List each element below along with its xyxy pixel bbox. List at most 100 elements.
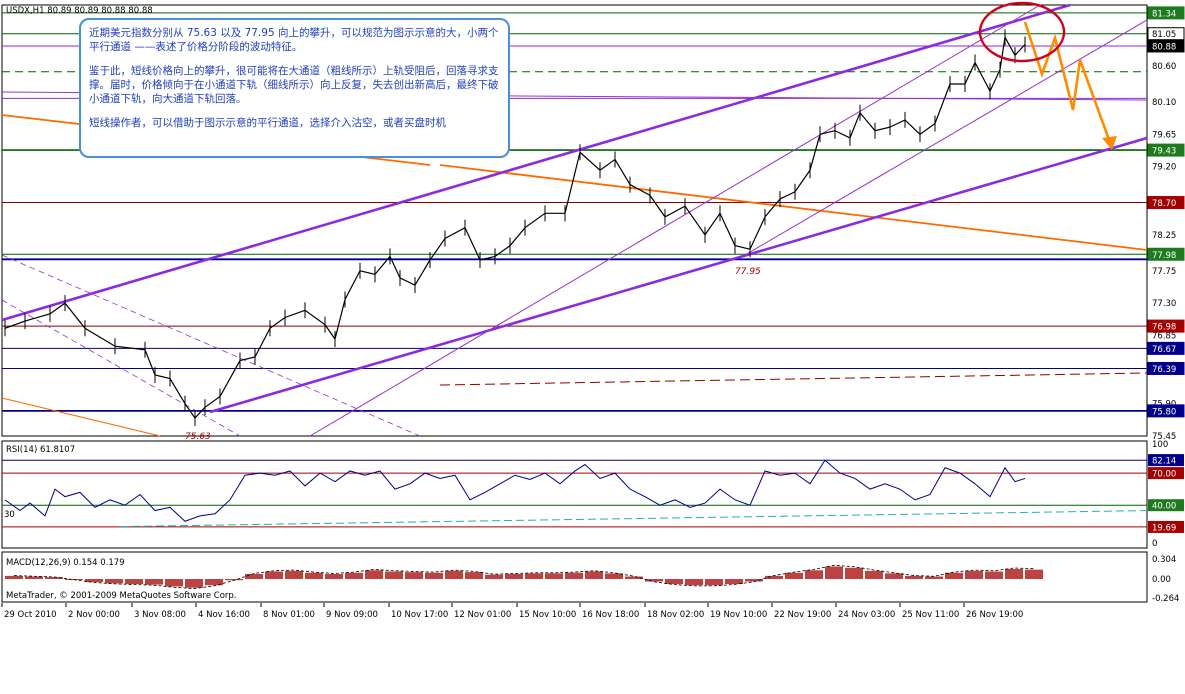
macd-bar <box>285 570 303 579</box>
x-tick-label: 12 Nov 01:00 <box>454 610 511 620</box>
x-tick-label: 22 Nov 19:00 <box>774 610 831 620</box>
macd-tick-label: 0.00 <box>1152 575 1171 585</box>
x-tick-label: 29 Oct 2010 <box>4 610 57 620</box>
price-tag <box>1147 404 1185 418</box>
macd-bar <box>865 570 883 579</box>
y-tick-label: 77.75 <box>1152 267 1176 277</box>
rsi-tag-label: 82.14 <box>1152 457 1176 467</box>
macd-bar <box>305 572 323 579</box>
x-tick-label: 24 Nov 03:00 <box>838 610 895 620</box>
macd-bar <box>625 576 643 579</box>
low-label-2: 77.95 <box>735 267 761 277</box>
x-tick-label: 8 Nov 01:00 <box>263 610 315 620</box>
big-channel-lower <box>209 136 1148 414</box>
rsi-label: RSI(14) 61.8107 <box>6 445 75 455</box>
macd-bar <box>525 573 543 579</box>
macd-bar <box>565 572 583 579</box>
macd-bar <box>345 572 363 579</box>
price-tag-label: 79.43 <box>1152 147 1176 157</box>
price-tag <box>1147 361 1185 375</box>
price-tag <box>1147 196 1185 210</box>
x-tick-label: 4 Nov 16:00 <box>198 610 250 620</box>
rsi-tag <box>1148 454 1184 467</box>
price-tag <box>1147 39 1185 53</box>
y-tick-label: 77.30 <box>1152 299 1176 309</box>
macd-bar <box>945 572 963 579</box>
x-tick-label: 18 Nov 02:00 <box>647 610 704 620</box>
y-tick-label: 79.20 <box>1152 163 1176 173</box>
resistance-circle <box>978 1 1066 63</box>
x-tick-label: 3 Nov 08:00 <box>134 610 186 620</box>
note-para-3: 短线操作者，可以借助于图示示意的平行通道，选择介入沽空，或者买盘时机 <box>89 117 446 129</box>
forecast-arrowhead <box>1102 136 1117 150</box>
macd-bar <box>25 576 43 579</box>
y-tick-label: 78.25 <box>1152 231 1176 241</box>
macd-bar <box>765 575 783 579</box>
trend-line <box>1 397 161 437</box>
macd-bar <box>185 579 203 588</box>
macd-bar <box>385 571 403 579</box>
macd-bar <box>365 570 383 579</box>
x-tick-label: 9 Nov 09:00 <box>326 610 378 620</box>
x-tick-label: 25 Nov 11:00 <box>902 610 959 620</box>
macd-bar <box>445 570 463 579</box>
rsi-tick-label: 100 <box>1152 440 1168 450</box>
falling-channel <box>1 299 241 437</box>
macd-bar <box>965 570 983 579</box>
rsi-tag <box>1148 520 1184 533</box>
price-tag <box>1147 319 1185 333</box>
rsi-tag-label: 40.00 <box>1152 502 1176 512</box>
rsi-tag-label: 70.00 <box>1152 470 1176 480</box>
rsi-30-label: 30 <box>4 510 15 520</box>
price-tag-label: 76.98 <box>1152 323 1176 333</box>
macd-bar <box>705 579 723 586</box>
small-channel-upper <box>309 4 1041 437</box>
macd-bar <box>505 574 523 579</box>
level-line <box>519 95 1148 101</box>
rsi-panel <box>1 440 1148 549</box>
macd-bar <box>405 572 423 579</box>
price-tag-label: 76.39 <box>1152 365 1176 375</box>
big-channel-upper <box>1 3 1071 322</box>
macd-bar <box>845 567 863 579</box>
macd-bar <box>245 574 263 579</box>
macd-bar <box>685 579 703 586</box>
macd-bar <box>325 574 343 579</box>
macd-bar <box>585 571 603 579</box>
y-tick-label: 80.10 <box>1152 98 1176 108</box>
macd-bar <box>45 577 63 579</box>
small-channel-lower <box>744 19 1148 256</box>
macd-bar <box>985 571 1003 579</box>
macd-bar <box>205 579 223 586</box>
x-tick-label: 10 Nov 17:00 <box>391 610 448 620</box>
rsi-tag-label: 19.69 <box>1152 523 1176 533</box>
price-tag-label: 77.98 <box>1152 251 1176 261</box>
x-tick-label: 15 Nov 10:00 <box>519 610 576 620</box>
y-tick-label: 79.65 <box>1152 130 1176 140</box>
rsi-tag <box>1148 499 1184 512</box>
macd-bar <box>1005 569 1023 579</box>
level-line <box>439 372 1148 386</box>
macd-bar <box>105 579 123 584</box>
price-tag-label: 81.05 <box>1152 30 1176 40</box>
macd-bar <box>425 572 443 579</box>
macd-bar <box>785 572 803 579</box>
x-tick-label: 2 Nov 00:00 <box>68 610 120 620</box>
price-tag-label: 76.67 <box>1152 345 1176 355</box>
y-tick-label: 80.60 <box>1152 62 1176 72</box>
macd-bar <box>905 575 923 579</box>
macd-bar <box>745 579 763 582</box>
note-para-1: 近期美元指数分别从 75.63 以及 77.95 向上的攀升，可以规范为图示示意… <box>89 27 499 53</box>
macd-bar <box>225 579 243 581</box>
falling-channel <box>1 254 421 437</box>
x-tick-label: 19 Nov 10:00 <box>710 610 767 620</box>
price-tag <box>1147 341 1185 355</box>
macd-bar <box>465 572 483 579</box>
macd-bar <box>805 570 823 579</box>
trend-line <box>439 164 1148 251</box>
low-label-1: 75.63 <box>185 432 211 442</box>
macd-label: MACD(12,26,9) 0.154 0.179 <box>6 558 125 568</box>
macd-bar <box>545 573 563 579</box>
